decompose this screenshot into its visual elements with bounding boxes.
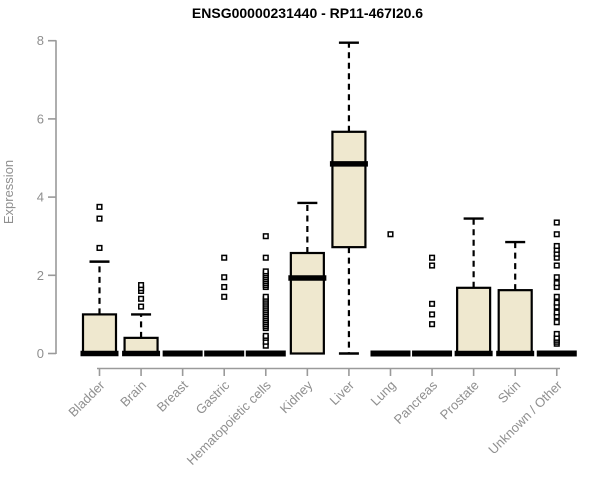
box-rect bbox=[81, 313, 118, 355]
outlier-point bbox=[553, 262, 560, 269]
outlier-point bbox=[553, 330, 560, 337]
outlier-point bbox=[553, 231, 560, 238]
y-tick-label: 2 bbox=[37, 268, 44, 283]
outlier-point bbox=[221, 274, 228, 281]
outlier-point bbox=[429, 262, 436, 269]
box-rect bbox=[497, 289, 533, 355]
outlier-point bbox=[96, 244, 103, 251]
box-Unknown / Other bbox=[536, 219, 577, 357]
y-tick-label: 0 bbox=[37, 346, 44, 361]
outlier-point bbox=[429, 321, 436, 328]
x-category-label: Kidney bbox=[277, 377, 316, 416]
box-rect bbox=[456, 286, 492, 355]
outlier-point bbox=[221, 293, 228, 300]
outlier-point bbox=[138, 295, 145, 302]
outlier-point bbox=[221, 283, 228, 291]
outlier-point bbox=[221, 254, 228, 261]
box-Pancreas bbox=[412, 254, 453, 357]
outlier-point bbox=[429, 254, 436, 261]
box-rect bbox=[289, 251, 325, 355]
outlier-point bbox=[96, 215, 103, 222]
outlier-point bbox=[387, 231, 394, 238]
outlier-point bbox=[262, 293, 269, 300]
outlier-point bbox=[429, 311, 436, 318]
x-category-label: Brain bbox=[117, 378, 149, 410]
outlier-point bbox=[553, 309, 560, 316]
outlier-point bbox=[553, 299, 560, 306]
y-tick-label: 4 bbox=[37, 190, 44, 205]
box-Hematopoietic cells bbox=[245, 233, 286, 357]
x-category-label: Lung bbox=[368, 378, 399, 409]
box-Gastric bbox=[204, 254, 245, 357]
x-category-label: Breast bbox=[154, 377, 191, 414]
outlier-point bbox=[553, 219, 560, 226]
box-Prostate bbox=[454, 217, 493, 357]
x-category-label: Skin bbox=[495, 378, 523, 406]
outlier-point bbox=[553, 280, 560, 287]
outlier-point bbox=[553, 293, 560, 300]
x-category-label: Unknown / Other bbox=[485, 377, 565, 457]
outlier-point bbox=[96, 203, 103, 210]
box-Bladder bbox=[80, 203, 119, 357]
box-Kidney bbox=[288, 201, 327, 355]
outlier-point bbox=[262, 233, 269, 240]
x-category-label: Liver bbox=[327, 377, 358, 408]
x-category-label: Pancreas bbox=[391, 377, 441, 427]
outlier-point bbox=[138, 303, 145, 310]
outlier-point bbox=[262, 254, 269, 261]
x-category-label: Bladder bbox=[65, 377, 108, 420]
outlier-point bbox=[429, 300, 436, 307]
box-rect bbox=[331, 130, 367, 249]
outlier-point bbox=[138, 282, 145, 289]
chart-title: ENSG00000231440 - RP11-467I20.6 bbox=[191, 5, 424, 21]
y-tick-label: 6 bbox=[37, 111, 44, 126]
x-category-label: Gastric bbox=[193, 377, 233, 417]
outlier-point bbox=[553, 319, 560, 326]
outlier-point bbox=[262, 332, 269, 339]
x-category-label: Prostate bbox=[437, 378, 482, 423]
box-Skin bbox=[496, 240, 535, 357]
y-tick-label: 8 bbox=[37, 33, 44, 48]
outlier-point bbox=[553, 274, 560, 281]
outlier-point bbox=[553, 242, 560, 250]
box-Brain bbox=[122, 282, 161, 357]
outlier-point bbox=[262, 268, 269, 275]
box-Lung bbox=[370, 231, 411, 357]
box-Liver bbox=[329, 41, 368, 355]
